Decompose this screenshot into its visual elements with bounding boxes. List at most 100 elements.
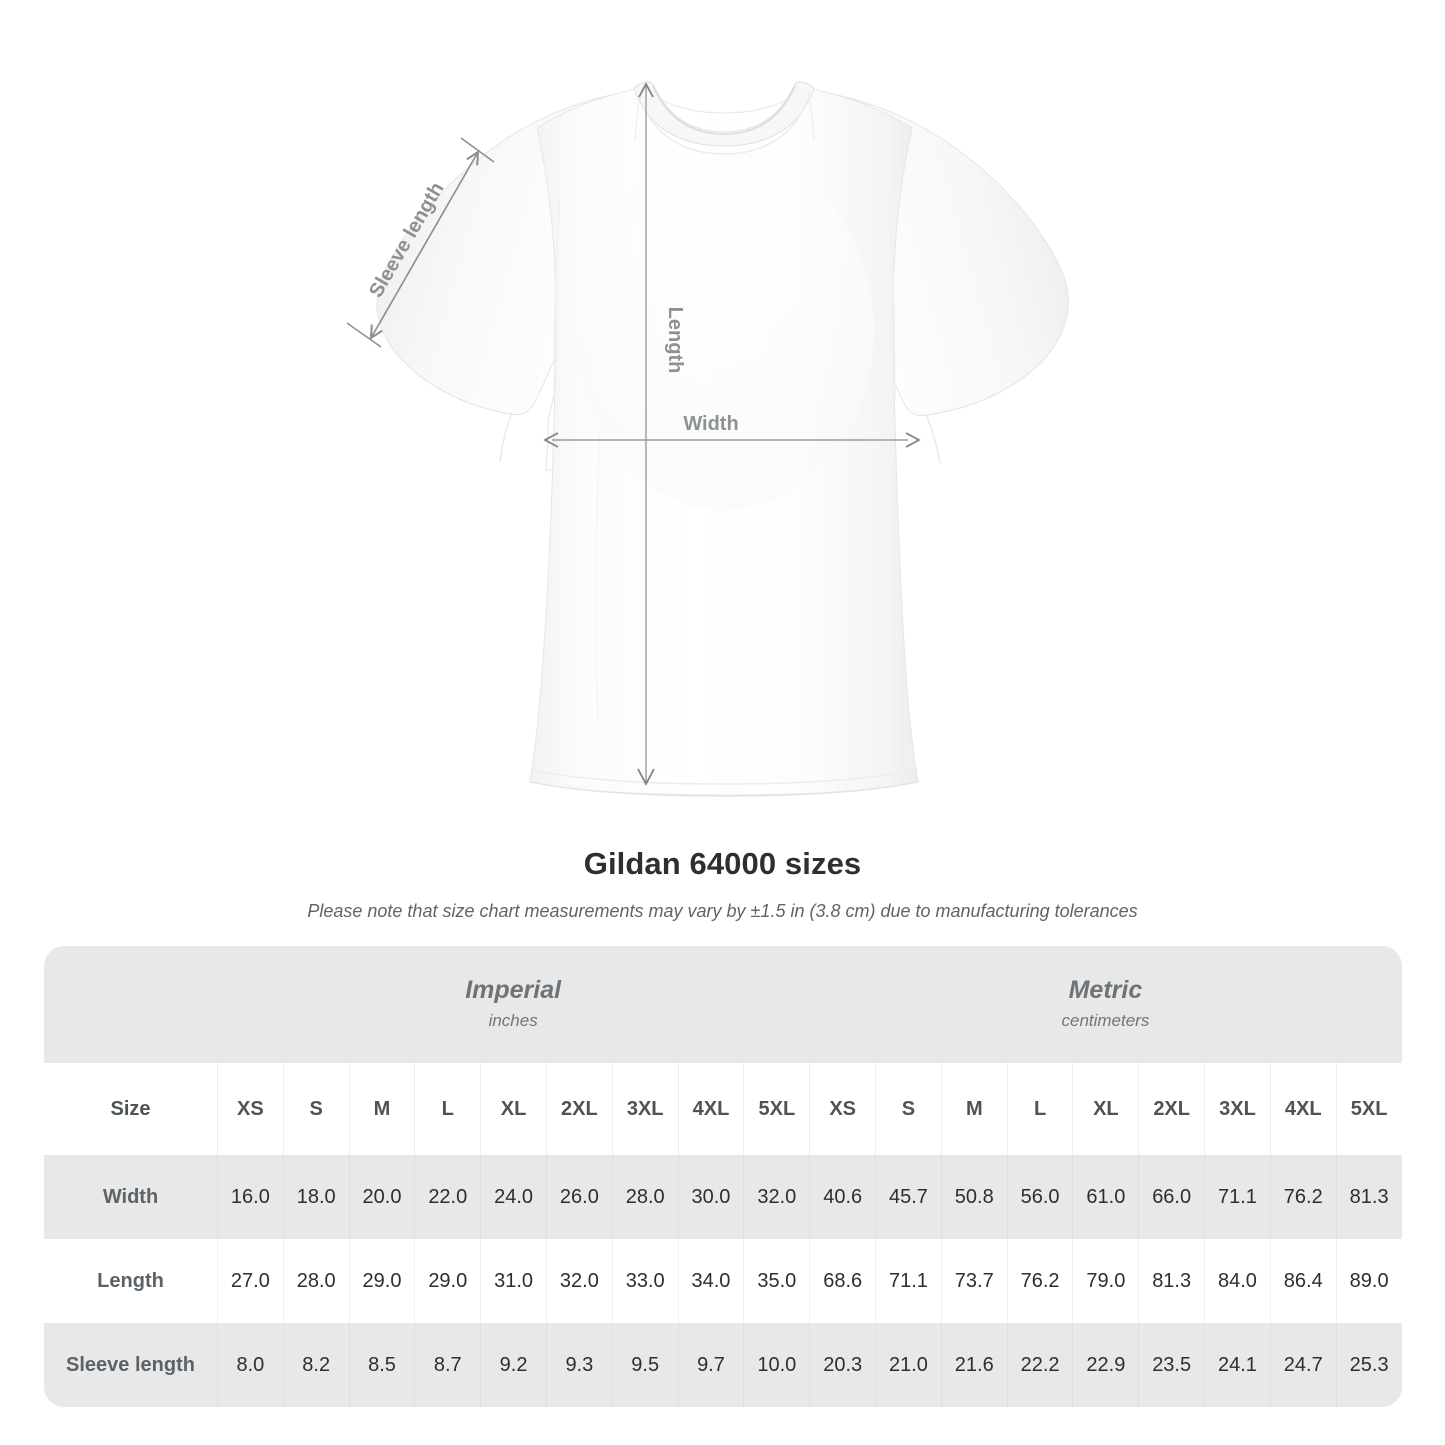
tolerance-note: Please note that size chart measurements… — [307, 901, 1138, 922]
size-header-imperial-4xl: 4XL — [677, 1063, 744, 1155]
cell-width-metric-5xl: 81.3 — [1335, 1155, 1402, 1239]
unit-header-row: Imperial inches Metric centimeters — [44, 946, 1402, 1063]
cell-sleeve-imperial-2xl: 9.3 — [545, 1323, 612, 1407]
size-row-label: Size — [44, 1063, 217, 1155]
cell-length-metric-4xl: 86.4 — [1269, 1239, 1336, 1323]
cell-sleeve-metric-xs: 20.3 — [809, 1323, 876, 1407]
cell-width-metric-2xl: 66.0 — [1138, 1155, 1205, 1239]
cell-sleeve-metric-2xl: 23.5 — [1138, 1323, 1205, 1407]
cell-sleeve-imperial-5xl: 10.0 — [743, 1323, 810, 1407]
size-header-imperial-xl: XL — [480, 1063, 546, 1155]
row-label-width: Width — [44, 1155, 217, 1239]
cell-length-metric-m: 73.7 — [940, 1239, 1007, 1323]
cell-sleeve-metric-m: 21.6 — [940, 1323, 1007, 1407]
cell-width-imperial-l: 22.0 — [414, 1155, 481, 1239]
cell-width-metric-s: 45.7 — [875, 1155, 941, 1239]
sleeve-arrow-down — [369, 151, 479, 341]
cell-width-imperial-2xl: 26.0 — [545, 1155, 612, 1239]
size-header-imperial-m: M — [348, 1063, 415, 1155]
cell-length-metric-3xl: 84.0 — [1204, 1239, 1270, 1323]
unit-sub-imperial: inches — [488, 1010, 538, 1030]
cell-length-metric-xl: 79.0 — [1072, 1239, 1139, 1323]
size-header-metric-s: S — [875, 1063, 941, 1155]
width-annotation: Width — [543, 413, 921, 448]
size-header-metric-xs: XS — [809, 1063, 876, 1155]
size-header-imperial-3xl: 3XL — [611, 1063, 678, 1155]
heading-block: Gildan 64000 sizes Please note that size… — [0, 845, 1445, 924]
size-header-metric-2xl: 2XL — [1138, 1063, 1205, 1155]
unit-group-metric: Metric centimeters — [809, 946, 1402, 1063]
width-arrow-right — [905, 432, 921, 448]
cell-sleeve-imperial-m: 8.5 — [348, 1323, 415, 1407]
cell-width-metric-l: 56.0 — [1006, 1155, 1073, 1239]
cell-width-imperial-s: 18.0 — [282, 1155, 349, 1239]
tshirt-measurement-diagram: Sleeve length Length Width — [346, 81, 1069, 797]
cell-sleeve-metric-xl: 22.9 — [1072, 1323, 1139, 1407]
cell-width-imperial-xs: 16.0 — [217, 1155, 283, 1239]
table-row: Width 16.0 18.0 20.0 22.0 24.0 26.0 28.0… — [44, 1155, 1402, 1239]
cell-length-imperial-m: 29.0 — [348, 1239, 415, 1323]
unit-group-imperial: Imperial inches — [217, 946, 810, 1063]
cell-length-metric-5xl: 89.0 — [1335, 1239, 1402, 1323]
cell-width-metric-xs: 40.6 — [809, 1155, 876, 1239]
size-header-row: Size XS S M L XL 2XL 3XL 4XL 5XL XS S M … — [44, 1063, 1402, 1155]
cell-sleeve-metric-4xl: 24.7 — [1269, 1323, 1336, 1407]
cell-sleeve-imperial-xs: 8.0 — [217, 1323, 283, 1407]
sleeve-cap-bottom — [346, 322, 382, 348]
width-label: Width — [683, 413, 738, 435]
size-header-imperial-l: L — [414, 1063, 481, 1155]
cell-sleeve-metric-3xl: 24.1 — [1204, 1323, 1270, 1407]
cell-sleeve-imperial-xl: 9.2 — [480, 1323, 546, 1407]
unit-band-spacer — [44, 946, 217, 1063]
cell-length-imperial-5xl: 35.0 — [743, 1239, 810, 1323]
cell-sleeve-metric-s: 21.0 — [875, 1323, 941, 1407]
cell-sleeve-metric-l: 22.2 — [1006, 1323, 1073, 1407]
tshirt-illustration — [376, 81, 1069, 797]
length-label: Length — [664, 307, 686, 374]
cell-width-metric-3xl: 71.1 — [1204, 1155, 1270, 1239]
size-header-metric-3xl: 3XL — [1204, 1063, 1270, 1155]
length-arrow-top — [638, 82, 654, 98]
cell-width-imperial-5xl: 32.0 — [743, 1155, 810, 1239]
cell-width-imperial-4xl: 30.0 — [677, 1155, 744, 1239]
cell-width-metric-4xl: 76.2 — [1269, 1155, 1336, 1239]
cell-sleeve-imperial-4xl: 9.7 — [677, 1323, 744, 1407]
size-header-metric-xl: XL — [1072, 1063, 1139, 1155]
table-row: Sleeve length 8.0 8.2 8.5 8.7 9.2 9.3 9.… — [44, 1323, 1402, 1407]
length-annotation: Length — [637, 82, 686, 786]
cell-length-imperial-3xl: 33.0 — [611, 1239, 678, 1323]
table-row: Length 27.0 28.0 29.0 29.0 31.0 32.0 33.… — [44, 1239, 1402, 1323]
cell-width-metric-m: 50.8 — [940, 1155, 1007, 1239]
cell-width-metric-xl: 61.0 — [1072, 1155, 1139, 1239]
width-arrow-left — [543, 432, 559, 448]
cell-length-metric-2xl: 81.3 — [1138, 1239, 1205, 1323]
size-header-metric-l: L — [1006, 1063, 1073, 1155]
length-arrow-bottom — [637, 768, 655, 786]
cell-length-imperial-2xl: 32.0 — [545, 1239, 612, 1323]
size-chart-table: Imperial inches Metric centimeters Size … — [44, 946, 1402, 1407]
size-header-imperial-5xl: 5XL — [743, 1063, 810, 1155]
cell-length-metric-s: 71.1 — [875, 1239, 941, 1323]
cell-sleeve-imperial-3xl: 9.5 — [611, 1323, 678, 1407]
cell-width-imperial-m: 20.0 — [348, 1155, 415, 1239]
page-title: Gildan 64000 sizes — [583, 846, 862, 881]
cell-length-imperial-l: 29.0 — [414, 1239, 481, 1323]
row-label-sleeve-length: Sleeve length — [44, 1323, 217, 1407]
cell-sleeve-imperial-l: 8.7 — [414, 1323, 481, 1407]
cell-length-metric-l: 76.2 — [1006, 1239, 1073, 1323]
size-header-metric-m: M — [940, 1063, 1007, 1155]
size-header-imperial-2xl: 2XL — [545, 1063, 612, 1155]
cell-length-metric-xs: 68.6 — [809, 1239, 876, 1323]
unit-sub-metric: centimeters — [1061, 1010, 1150, 1030]
cell-width-imperial-3xl: 28.0 — [611, 1155, 678, 1239]
cell-length-imperial-4xl: 34.0 — [677, 1239, 744, 1323]
sleeve-cap-top — [460, 137, 495, 163]
size-header-imperial-xs: XS — [217, 1063, 283, 1155]
cell-length-imperial-s: 28.0 — [282, 1239, 349, 1323]
cell-sleeve-imperial-s: 8.2 — [282, 1323, 349, 1407]
row-label-length: Length — [44, 1239, 217, 1323]
size-header-metric-5xl: 5XL — [1335, 1063, 1402, 1155]
cell-length-imperial-xs: 27.0 — [217, 1239, 283, 1323]
size-header-metric-4xl: 4XL — [1269, 1063, 1336, 1155]
